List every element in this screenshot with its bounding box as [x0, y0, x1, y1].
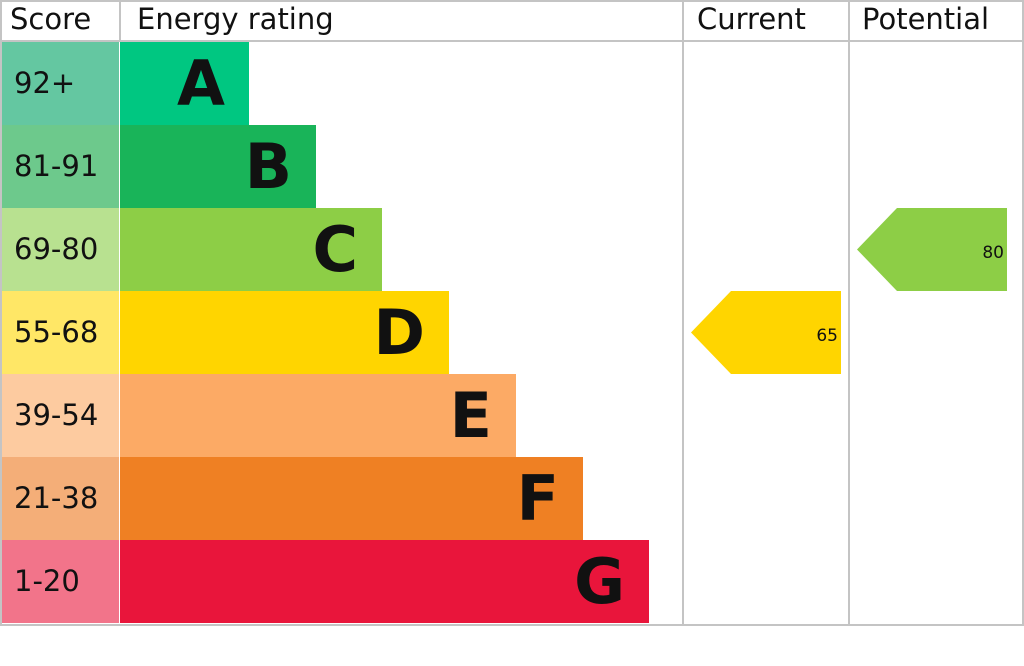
grid-line	[0, 40, 1024, 42]
header-energy-rating: Energy rating	[137, 2, 334, 36]
grid-line	[119, 0, 121, 42]
score-range-g: 1-20	[0, 540, 119, 623]
rating-bar-b: B	[120, 125, 316, 208]
score-range-c: 69-80	[0, 208, 119, 291]
grid-line	[0, 0, 2, 626]
rating-bar-f: F	[120, 457, 583, 540]
grid-line	[0, 624, 1024, 626]
grid-line	[0, 0, 1024, 2]
header-score: Score	[10, 2, 92, 36]
potential-rating-arrow: 80	[857, 208, 1007, 291]
rating-bar-a: A	[120, 42, 249, 125]
rating-bar-c: C	[120, 208, 382, 291]
rating-bar-e: E	[120, 374, 516, 457]
current-rating-arrow: 65	[691, 291, 841, 374]
rating-bar-d: D	[120, 291, 449, 374]
current-value: 65	[816, 326, 838, 346]
rating-bar-g: G	[120, 540, 649, 623]
potential-value: 80	[982, 243, 1004, 263]
grid-line	[848, 0, 850, 626]
score-range-f: 21-38	[0, 457, 119, 540]
grid-line	[682, 0, 684, 626]
score-range-e: 39-54	[0, 374, 119, 457]
header-current: Current	[697, 2, 806, 36]
score-range-b: 81-91	[0, 125, 119, 208]
score-range-a: 92+	[0, 42, 119, 125]
grid-line	[1022, 0, 1024, 626]
score-range-d: 55-68	[0, 291, 119, 374]
header-potential: Potential	[862, 2, 990, 36]
